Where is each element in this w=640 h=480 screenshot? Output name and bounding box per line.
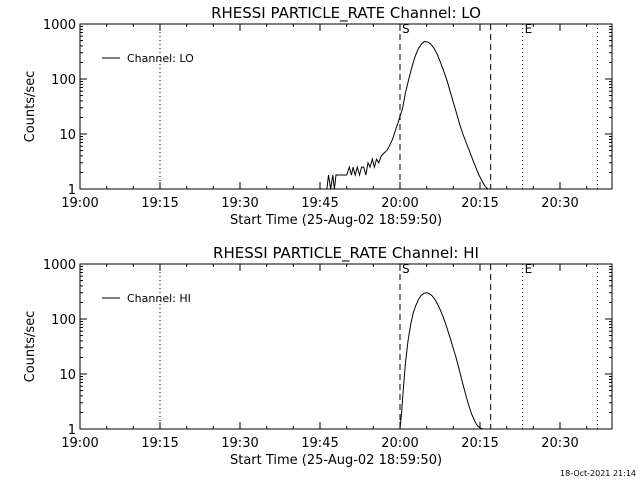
plot-frame <box>79 263 613 430</box>
legend-label: Channel: LO <box>127 52 194 65</box>
x-tick-label: 19:00 <box>61 196 98 211</box>
y-axis-label: Counts/sec <box>23 71 38 143</box>
timestamp: 18-Oct-2021 21:14 <box>560 469 636 478</box>
y-tick-label: 10 <box>59 128 76 143</box>
y-axis-label: Counts/sec <box>23 311 38 383</box>
chart-title: RHESSI PARTICLE_RATE Channel: HI <box>213 244 479 263</box>
panel-lo: RHESSI PARTICLE_RATE Channel: LO 19:00 19:… <box>23 4 613 228</box>
x-tick-label: 20:15 <box>461 436 498 451</box>
chart-title: RHESSI PARTICLE_RATE Channel: LO <box>211 4 481 23</box>
y-tick-label: 1 <box>68 423 76 438</box>
y-tick-label: 1 <box>68 183 76 198</box>
x-tick-label: 19:30 <box>221 196 258 211</box>
x-tick-label: 19:15 <box>141 196 178 211</box>
legend-label: Channel: HI <box>127 292 191 305</box>
x-tick-label: 19:00 <box>61 436 98 451</box>
plot-frame <box>79 23 613 190</box>
y-tick-label: 1000 <box>43 18 76 33</box>
y-tick-label: 1000 <box>43 258 76 273</box>
x-axis-label: Start Time (25-Aug-02 18:59:50) <box>230 453 442 468</box>
x-tick-label: 19:45 <box>301 196 338 211</box>
series-line <box>399 292 483 430</box>
x-tick-label: 20:00 <box>381 196 418 211</box>
y-tick-label: 100 <box>51 73 76 88</box>
x-tick-label: 19:15 <box>141 436 178 451</box>
x-tick-label: 20:15 <box>461 196 498 211</box>
legend: Channel: HI <box>102 292 191 305</box>
marker-label: S <box>402 22 410 36</box>
marker-label: E <box>525 22 533 36</box>
legend: Channel: LO <box>102 52 194 65</box>
series-line <box>326 40 489 190</box>
y-tick-label: 100 <box>51 313 76 328</box>
marker-label: E <box>525 262 533 276</box>
x-tick-label: 20:00 <box>381 436 418 451</box>
y-tick-label: 10 <box>59 368 76 383</box>
marker-label: S <box>402 262 410 276</box>
x-axis-label: Start Time (25-Aug-02 18:59:50) <box>230 213 442 228</box>
x-tick-label: 19:30 <box>221 436 258 451</box>
x-tick-label: 20:30 <box>541 436 578 451</box>
panel-hi: RHESSI PARTICLE_RATE Channel: HI 19:00 19:… <box>23 244 613 468</box>
x-tick-label: 19:45 <box>301 436 338 451</box>
x-tick-label: 20:30 <box>541 196 578 211</box>
